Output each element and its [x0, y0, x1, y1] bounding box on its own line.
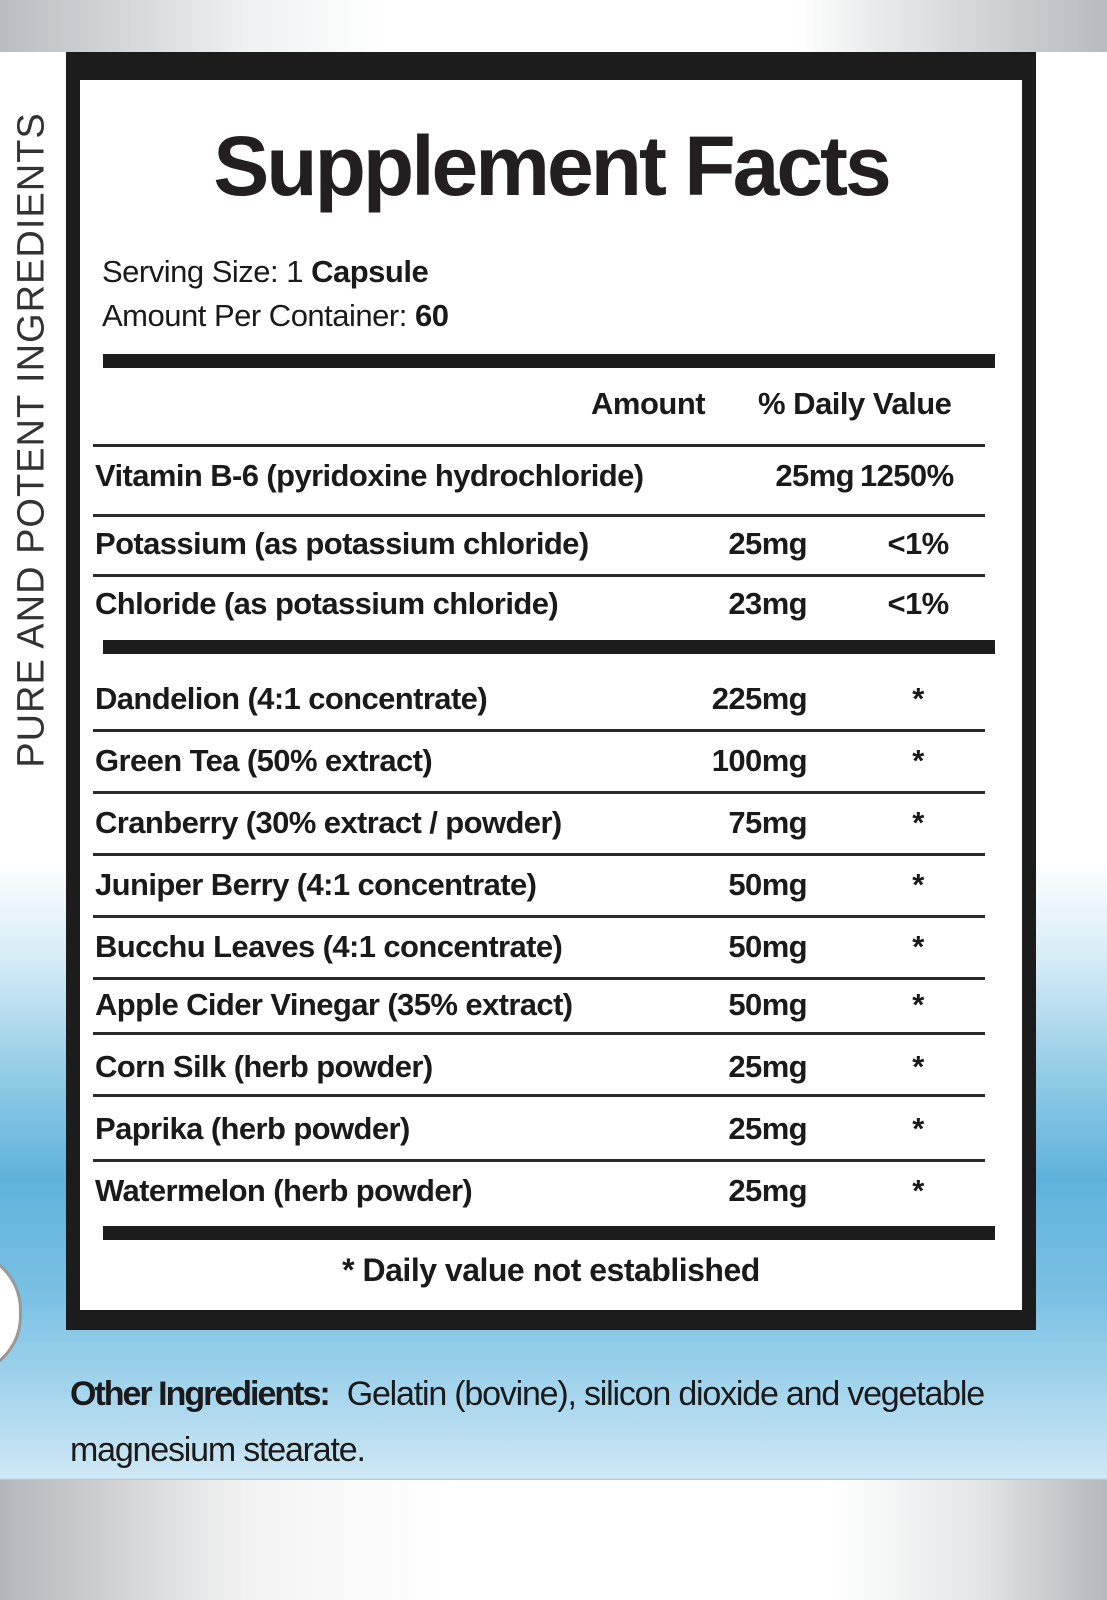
facts-row: Chloride (as potassium chloride) 23mg <1% [0, 586, 1107, 626]
serving-size-label: Serving Size: 1 [102, 254, 312, 289]
daily-value: * [912, 1111, 924, 1146]
divider [93, 574, 985, 577]
bottom-silver-band [0, 1480, 1107, 1600]
daily-value-column-header: % Daily Value [758, 386, 952, 421]
thick-divider [103, 1226, 995, 1240]
divider [93, 1094, 985, 1097]
ingredient-name: Bucchu Leaves (4:1 concentrate) [95, 929, 563, 964]
daily-value: * [912, 1173, 924, 1208]
daily-value: * [912, 987, 924, 1022]
ingredient-amount: 25mg [728, 1049, 807, 1084]
facts-row: Bucchu Leaves (4:1 concentrate) 50mg * [0, 929, 1107, 969]
divider [93, 853, 985, 856]
container-label: Amount Per Container: [102, 298, 415, 333]
daily-value: <1% [887, 586, 949, 621]
ingredient-name: Green Tea (50% extract) [95, 743, 433, 778]
ingredient-amount: 50mg [728, 987, 807, 1022]
top-silver-band [0, 0, 1107, 52]
ingredient-name: Paprika (herb powder) [95, 1111, 410, 1146]
divider [93, 791, 985, 794]
ingredient-amount: 50mg [728, 929, 807, 964]
footnote: * Daily value not established [342, 1252, 760, 1288]
daily-value: * [912, 743, 924, 778]
divider [93, 1032, 985, 1035]
ingredient-name: Watermelon (herb powder) [95, 1173, 473, 1208]
facts-row: Watermelon (herb powder) 25mg * [0, 1173, 1107, 1213]
ingredient-name: Dandelion (4:1 concentrate) [95, 681, 488, 716]
serving-size-value: Capsule [311, 254, 429, 289]
ingredient-amount: 25mg [728, 1111, 807, 1146]
divider [93, 1159, 985, 1162]
ingredient-amount: 25mg [775, 458, 854, 493]
facts-row: Vitamin B-6 (pyridoxine hydrochloride) 25… [0, 458, 1107, 498]
supplement-facts-inner [80, 80, 1022, 1310]
facts-row: Cranberry (30% extract / powder) 75mg * [0, 805, 1107, 845]
ingredient-amount: 225mg [711, 681, 808, 716]
container-value: 60 [414, 298, 449, 333]
ingredient-name: Apple Cider Vinegar (35% extract) [95, 987, 573, 1022]
partial-badge-seal [0, 1250, 22, 1376]
daily-value: * [912, 867, 924, 902]
ingredient-amount: 50mg [728, 867, 807, 902]
facts-row: Dandelion (4:1 concentrate) 225mg * [0, 681, 1107, 721]
amount-column-header: Amount [591, 386, 706, 421]
serving-size: Serving Size: 1 Capsule [102, 254, 429, 290]
daily-value: * [912, 929, 924, 964]
ingredient-amount: 25mg [728, 1173, 807, 1208]
ingredient-name: Corn Silk (herb powder) [95, 1049, 433, 1084]
other-ingredients-text: Gelatin (bovine), silicon dioxide and ve… [70, 1375, 985, 1469]
facts-row: Green Tea (50% extract) 100mg * [0, 743, 1107, 783]
divider [93, 444, 985, 447]
thick-divider [103, 354, 995, 368]
daily-value: * [912, 681, 924, 716]
facts-row: Corn Silk (herb powder) 25mg * [0, 1049, 1107, 1089]
ingredient-amount: 100mg [711, 743, 808, 778]
ingredient-name: Cranberry (30% extract / powder) [95, 805, 562, 840]
ingredient-name: Juniper Berry (4:1 concentrate) [95, 867, 537, 902]
divider [93, 977, 985, 980]
side-tagline: PURE AND POTENT INGREDIENTS [10, 112, 53, 768]
daily-value: * [912, 1049, 924, 1084]
ingredient-name: Chloride (as potassium chloride) [95, 586, 559, 621]
other-ingredients-label: Other Ingredients: [70, 1375, 331, 1413]
facts-row: Juniper Berry (4:1 concentrate) 50mg * [0, 867, 1107, 907]
daily-value: <1% [887, 526, 949, 561]
daily-value: * [912, 805, 924, 840]
daily-value: 1250% [860, 458, 954, 493]
facts-row: Paprika (herb powder) 25mg * [0, 1111, 1107, 1151]
divider [93, 514, 985, 517]
thick-divider [103, 640, 995, 654]
ingredient-amount: 75mg [728, 805, 807, 840]
ingredient-name: Vitamin B-6 (pyridoxine hydrochloride) [95, 458, 644, 493]
ingredient-amount: 23mg [728, 586, 807, 621]
divider [93, 729, 985, 732]
panel-title: Supplement Facts [213, 119, 891, 213]
other-ingredients: Other Ingredients: Gelatin (bovine), sili… [70, 1366, 1060, 1478]
ingredient-name: Potassium (as potassium chloride) [95, 526, 589, 561]
facts-row: Apple Cider Vinegar (35% extract) 50mg * [0, 987, 1107, 1027]
divider [93, 915, 985, 918]
facts-row: Potassium (as potassium chloride) 25mg <1% [0, 526, 1107, 566]
ingredient-amount: 25mg [728, 526, 807, 561]
servings-per-container: Amount Per Container: 60 [102, 298, 449, 334]
